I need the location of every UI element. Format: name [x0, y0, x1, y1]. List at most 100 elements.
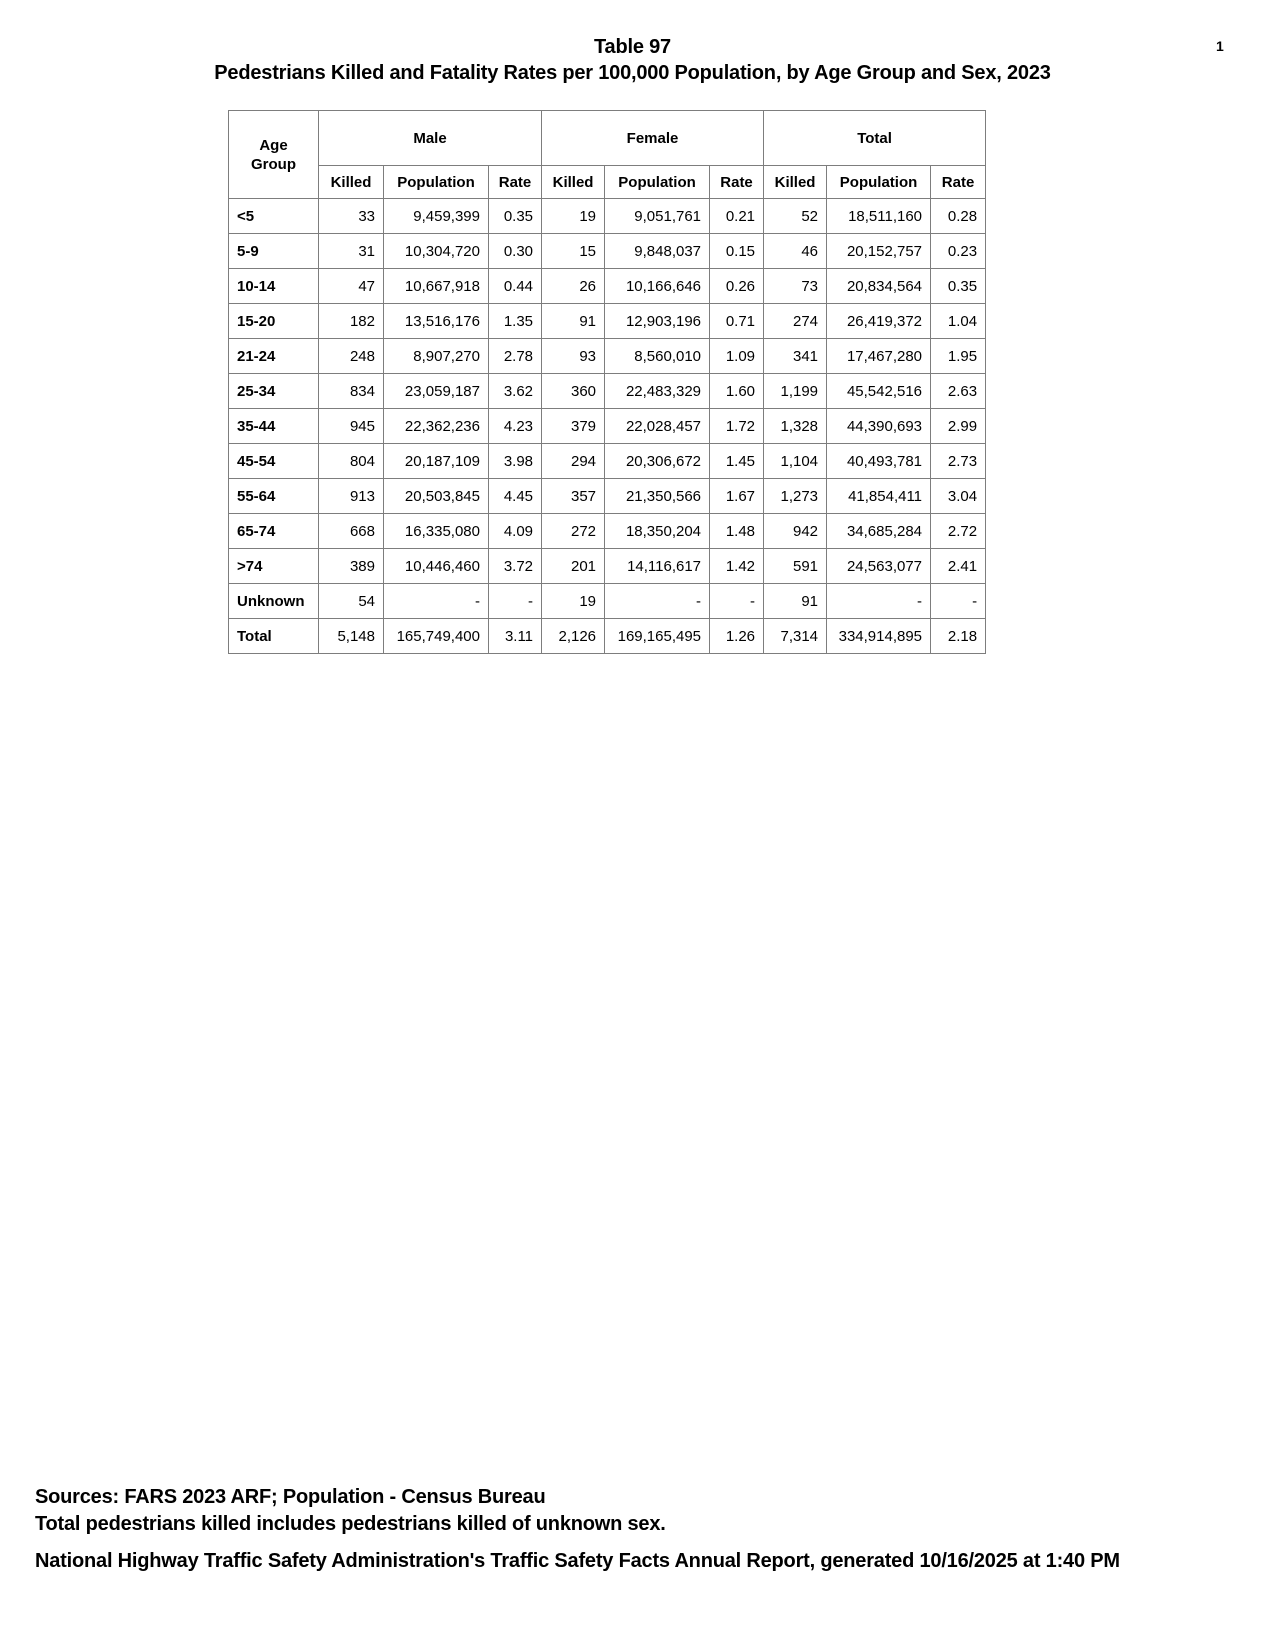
value-cell: 19 [541, 198, 606, 234]
age-group-cell: >74 [228, 548, 319, 584]
value-cell: 31 [318, 233, 384, 269]
value-cell: 1.72 [709, 408, 765, 444]
age-group-cell: 21-24 [228, 338, 319, 374]
value-cell: 9,848,037 [604, 233, 711, 269]
value-cell: 294 [541, 443, 606, 479]
value-cell: 2.18 [930, 618, 987, 654]
value-cell: 20,187,109 [383, 443, 489, 479]
value-cell: 7,314 [763, 618, 828, 654]
value-cell: 10,166,646 [604, 268, 711, 304]
value-cell: 3.98 [487, 443, 543, 479]
value-cell: 1.04 [930, 303, 987, 339]
value-cell: 8,560,010 [604, 338, 711, 374]
value-cell: 0.26 [709, 268, 765, 304]
value-cell: 334,914,895 [826, 618, 932, 654]
age-group-header: Age Group [228, 110, 319, 199]
value-cell: 2.99 [930, 408, 987, 444]
value-cell: 0.23 [930, 233, 987, 269]
value-cell: 20,152,757 [826, 233, 932, 269]
value-cell: - [604, 583, 711, 619]
value-cell: 0.28 [930, 198, 987, 234]
table-body: <5 33 9,459,399 0.35 19 9,051,761 0.21 52 18,511… [228, 198, 987, 654]
age-group-cell: Unknown [228, 583, 319, 619]
age-group-cell: <5 [228, 198, 319, 234]
value-cell: 1,328 [763, 408, 828, 444]
footnote-line: Total pedestrians killed includes pedest… [35, 1513, 666, 1535]
value-cell: 834 [318, 373, 384, 409]
value-cell: 73 [763, 268, 828, 304]
value-cell: 33 [318, 198, 384, 234]
value-cell: 4.45 [487, 478, 543, 514]
value-cell: 2.41 [930, 548, 987, 584]
table-row: 5-9 31 10,304,720 0.30 15 9,848,037 0.15 46 20,1… [228, 233, 987, 269]
table-row: 15-20 182 13,516,176 1.35 91 12,903,196 0.71 27… [228, 303, 987, 339]
value-cell: 21,350,566 [604, 478, 711, 514]
report-attribution: National Highway Traffic Safety Administ… [35, 1550, 1120, 1572]
value-cell: 360 [541, 373, 606, 409]
value-cell: 26,419,372 [826, 303, 932, 339]
value-cell: 591 [763, 548, 828, 584]
value-cell: - [383, 583, 489, 619]
value-cell: 4.23 [487, 408, 543, 444]
value-cell: 9,051,761 [604, 198, 711, 234]
value-cell: 12,903,196 [604, 303, 711, 339]
table-row: Unknown 54- -19- -91- - [228, 583, 987, 619]
page-number: 1 [1216, 38, 1224, 54]
age-group-cell: Total [228, 618, 319, 654]
value-cell: 22,028,457 [604, 408, 711, 444]
value-cell: - [826, 583, 932, 619]
value-cell: 91 [763, 583, 828, 619]
value-cell: - [487, 583, 543, 619]
value-cell: 1.26 [709, 618, 765, 654]
value-cell: 0.71 [709, 303, 765, 339]
value-cell: 1.45 [709, 443, 765, 479]
value-cell: - [709, 583, 765, 619]
value-cell: 2.78 [487, 338, 543, 374]
male-group-header: Male [317, 110, 543, 166]
sources-line: Sources: FARS 2023 ARF; Population - Cen… [35, 1486, 546, 1508]
male-killed-header: Killed [318, 165, 384, 199]
value-cell: 3.72 [487, 548, 543, 584]
value-cell: 41,854,411 [826, 478, 932, 514]
value-cell: 1,273 [763, 478, 828, 514]
value-cell: 45,542,516 [826, 373, 932, 409]
value-cell: 379 [541, 408, 606, 444]
age-group-cell: 55-64 [228, 478, 319, 514]
value-cell: 0.35 [487, 198, 543, 234]
value-cell: 22,483,329 [604, 373, 711, 409]
table-number-title: Table 97 [594, 36, 671, 58]
value-cell: 3.62 [487, 373, 543, 409]
value-cell: 0.44 [487, 268, 543, 304]
value-cell: 14,116,617 [604, 548, 711, 584]
value-cell: 54 [318, 583, 384, 619]
total-rate-header: Rate [930, 165, 987, 199]
table-row: Total 5,148 165,749,400 3.11 2,126 169,165,49… [228, 618, 987, 654]
table-row: 21-24 248 8,907,270 2.78 93 8,560,010 1.09 341 1… [228, 338, 987, 374]
value-cell: 1,104 [763, 443, 828, 479]
value-cell: 341 [763, 338, 828, 374]
value-cell: 2.63 [930, 373, 987, 409]
value-cell: 248 [318, 338, 384, 374]
value-cell: 1.09 [709, 338, 765, 374]
table-title-block: Table 97 Pedestrians Killed and Fatality… [0, 34, 1265, 86]
value-cell: 0.30 [487, 233, 543, 269]
value-cell: 274 [763, 303, 828, 339]
table-row: 55-64 913 20,503,845 4.45 357 21,350,566 1.67 1… [228, 478, 987, 514]
age-group-cell: 65-74 [228, 513, 319, 549]
value-cell: 1.95 [930, 338, 987, 374]
female-killed-header: Killed [541, 165, 606, 199]
male-population-header: Population [383, 165, 489, 199]
value-cell: 0.35 [930, 268, 987, 304]
value-cell: 93 [541, 338, 606, 374]
value-cell: 17,467,280 [826, 338, 932, 374]
female-population-header: Population [604, 165, 711, 199]
value-cell: 945 [318, 408, 384, 444]
value-cell: 8,907,270 [383, 338, 489, 374]
value-cell: 47 [318, 268, 384, 304]
table-row: 10-14 47 10,667,918 0.44 26 10,166,646 0.26 73 2… [228, 268, 987, 304]
value-cell: 15 [541, 233, 606, 269]
value-cell: 1.67 [709, 478, 765, 514]
age-group-cell: 25-34 [228, 373, 319, 409]
value-cell: 13,516,176 [383, 303, 489, 339]
